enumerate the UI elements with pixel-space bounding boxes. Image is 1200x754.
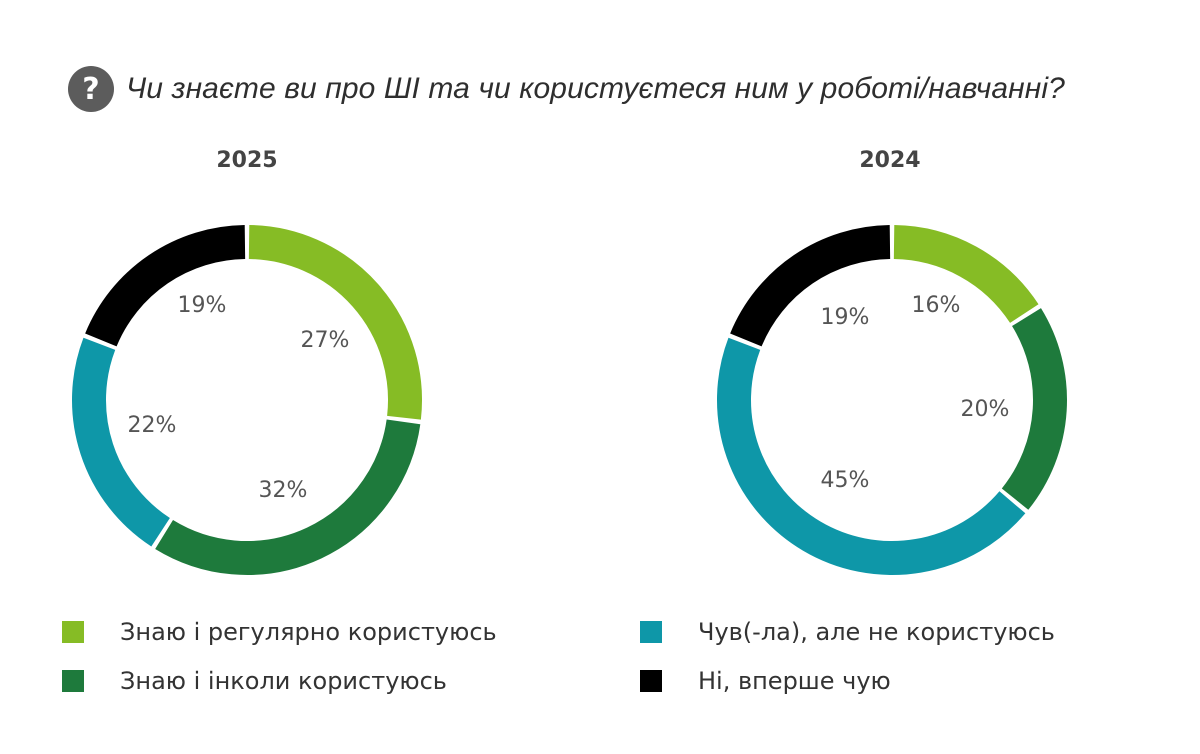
chart-title-2024: 2024 (859, 148, 921, 173)
legend-swatch-regular (62, 621, 84, 643)
donut-2024-segment-sometimes (1001, 308, 1067, 510)
donut-2025-segment-sometimes (155, 419, 421, 575)
donut-2025-segment-no (85, 225, 246, 347)
donut-2025-label-regular: 27% (301, 328, 350, 353)
legend-label-regular: Знаю і регулярно користуюсь (120, 618, 497, 646)
question-icon: ? (68, 66, 114, 112)
donut-2024-label-no: 19% (821, 305, 870, 330)
donut-2025-label-sometimes: 32% (259, 478, 308, 503)
legend-item-heard: Чув(-ла), але не користуюсь (640, 618, 1055, 646)
question-header: ? Чи знаєте ви про ШІ та чи користуєтеся… (68, 66, 1065, 112)
donut-2024-segment-heard (717, 337, 1026, 575)
question-text: Чи знаєте ви про ШІ та чи користуєтеся н… (126, 72, 1065, 105)
chart-title-2025: 2025 (216, 148, 278, 173)
donut-2025-label-heard: 22% (128, 413, 177, 438)
donut-2024-label-sometimes: 20% (961, 397, 1010, 422)
legend-item-regular: Знаю і регулярно користуюсь (62, 618, 497, 646)
donut-2025-label-no: 19% (178, 293, 227, 318)
donut-2025-segment-heard (72, 337, 171, 547)
legend-swatch-heard (640, 621, 662, 643)
legend-label-no: Ні, вперше чую (698, 667, 891, 695)
legend-label-heard: Чув(-ла), але не користуюсь (698, 618, 1055, 646)
legend-label-sometimes: Знаю і інколи користуюсь (120, 667, 447, 695)
legend-item-no: Ні, вперше чую (640, 667, 891, 695)
donut-2024-label-heard: 45% (821, 468, 870, 493)
donut-2025-segment-regular (248, 225, 422, 420)
legend-swatch-sometimes (62, 670, 84, 692)
legend-item-sometimes: Знаю і інколи користуюсь (62, 667, 447, 695)
donut-2024-segment-regular (893, 225, 1039, 324)
donut-2024-segment-no (730, 225, 891, 347)
legend-swatch-no (640, 670, 662, 692)
donut-2024-label-regular: 16% (912, 293, 961, 318)
